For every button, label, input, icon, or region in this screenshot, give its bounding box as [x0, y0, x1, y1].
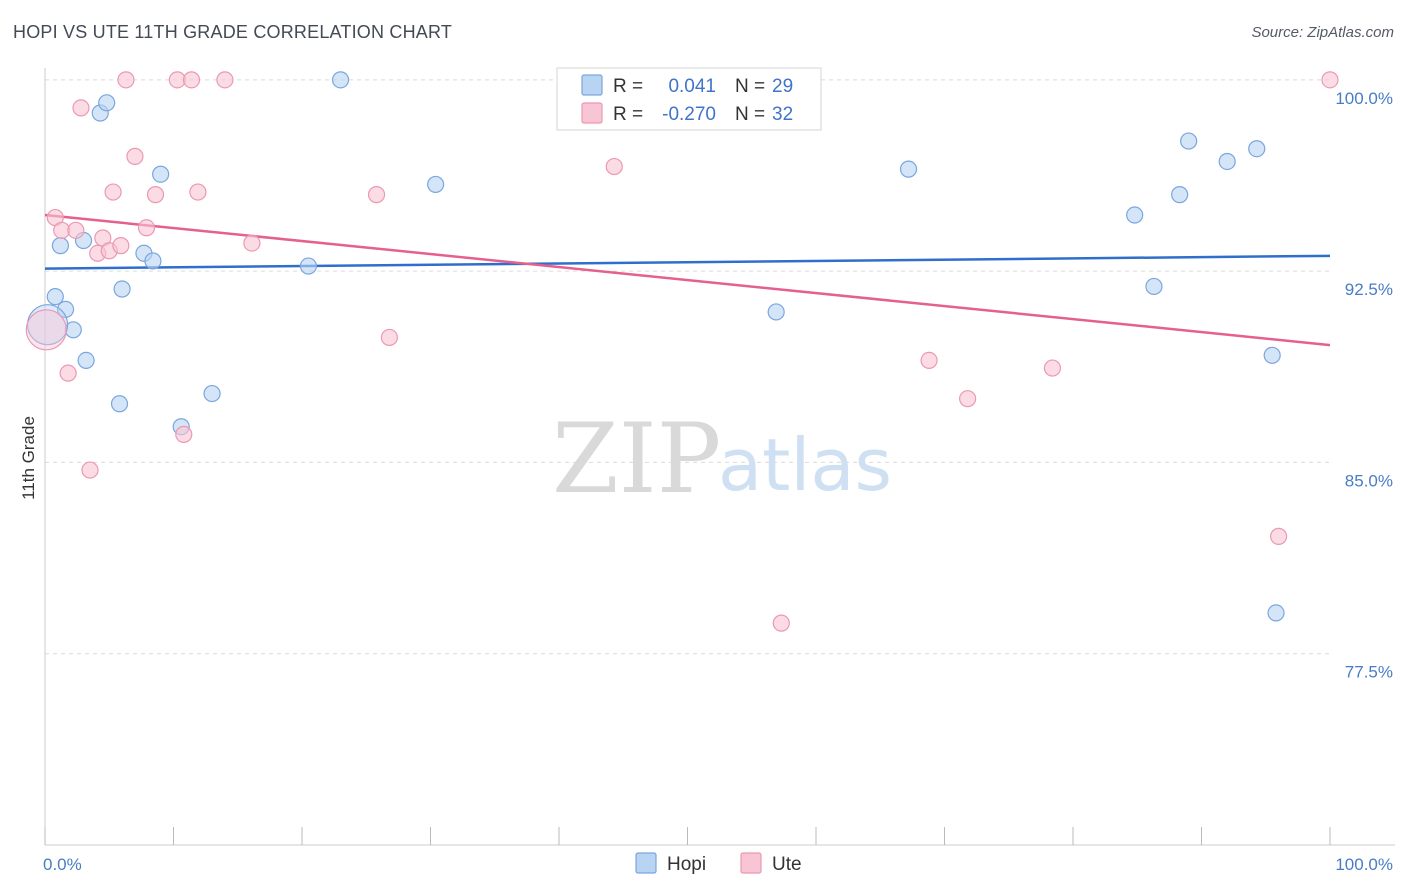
ute-point-16 — [175, 425, 193, 443]
legend-swatch-ute — [581, 102, 603, 124]
hopi-point-26 — [1263, 346, 1281, 364]
ute-point-13 — [137, 219, 156, 237]
bottom-legend-ute: Ute — [772, 854, 802, 875]
ute-point-21 — [367, 186, 386, 204]
hopi-point-15 — [299, 257, 318, 275]
source-label: Source: ZipAtlas.com — [1251, 24, 1394, 41]
axes — [44, 68, 1395, 846]
hopi-point-8 — [110, 395, 129, 413]
hopi-point-25 — [1248, 140, 1266, 158]
hopi-point-9 — [113, 280, 131, 298]
ute-point-9 — [104, 183, 122, 201]
hopi-point-1 — [51, 237, 70, 255]
hopi-point-21 — [1145, 277, 1163, 296]
ute-point-18 — [189, 183, 207, 201]
hopi-point-16 — [331, 71, 350, 89]
ute-point-2 — [59, 364, 77, 382]
hopi-point-19 — [899, 160, 918, 178]
hopi-point-5 — [77, 351, 95, 370]
legend-swatch-hopi — [581, 74, 603, 96]
y-tick-label-1: 85.0% — [1345, 471, 1393, 490]
ute-point-28 — [1043, 359, 1062, 377]
ute-point-3 — [67, 221, 85, 239]
legend-n-label-hopi: N = — [735, 76, 765, 97]
hopi-point-20 — [1126, 206, 1144, 224]
y-tick-label-3: 100.0% — [1335, 89, 1393, 108]
data-points — [25, 71, 1339, 632]
ute-point-11 — [117, 71, 135, 89]
ute-point-29 — [1269, 527, 1288, 545]
y-axis-label: 11th Grade — [19, 416, 38, 500]
trend-lines — [44, 213, 1331, 347]
bottom-legend-hopi: Hopi — [667, 854, 706, 875]
ute-point-5 — [81, 461, 99, 479]
chart-title: HOPI VS UTE 11TH GRADE CORRELATION CHART — [13, 22, 453, 42]
x-tick-label-0: 0.0% — [43, 855, 82, 874]
y-tick-label-2: 92.5% — [1345, 280, 1393, 299]
legend-box: R = 0.041 N = 29 R = -0.270 N = 32 — [556, 67, 822, 131]
ute-point-17 — [182, 71, 201, 89]
watermark: ZIP atlas — [552, 403, 892, 515]
legend-r-value-ute: -0.270 — [662, 104, 716, 125]
hopi-point-23 — [1180, 132, 1198, 150]
hopi-point-18 — [767, 303, 785, 321]
ute-point-20 — [243, 234, 261, 252]
watermark-atlas: atlas — [718, 423, 892, 507]
ute-point-12 — [126, 147, 144, 165]
hopi-point-28 — [26, 304, 69, 346]
bottom-legend: Hopi Ute — [635, 852, 802, 875]
x-tick-label-1: 100.0% — [1335, 855, 1393, 874]
legend-r-label-hopi: R = — [613, 76, 643, 97]
legend-r-label-ute: R = — [613, 104, 643, 125]
bottom-legend-swatch-ute — [740, 852, 762, 874]
ute-point-4 — [72, 99, 90, 117]
ute-point-14 — [146, 186, 165, 204]
legend-n-label-ute: N = — [735, 104, 765, 125]
ute-point-19 — [216, 71, 234, 89]
ute-point-23 — [605, 157, 623, 176]
ute-trend-line — [44, 213, 1331, 347]
legend-n-value-hopi: 29 — [772, 76, 793, 97]
hopi-point-14 — [203, 384, 221, 403]
hopi-point-27 — [1267, 604, 1285, 622]
ute-point-31 — [25, 309, 67, 351]
y-tick-label-0: 77.5% — [1345, 663, 1393, 682]
ute-point-27 — [959, 390, 977, 408]
hopi-point-12 — [152, 165, 170, 183]
ute-point-10 — [112, 237, 130, 255]
hopi-point-3 — [64, 321, 82, 339]
ute-point-26 — [920, 351, 938, 370]
hopi-point-7 — [98, 94, 116, 112]
ute-point-30 — [1321, 71, 1339, 89]
hopi-trend-line — [44, 254, 1331, 270]
bottom-legend-swatch-hopi — [635, 852, 657, 874]
legend-n-value-ute: 32 — [772, 104, 793, 125]
legend-r-value-hopi: 0.041 — [668, 76, 716, 97]
ute-point-22 — [380, 328, 398, 347]
hopi-point-0 — [46, 288, 64, 306]
ute-point-25 — [772, 614, 790, 632]
hopi-point-17 — [427, 175, 445, 194]
hopi-point-22 — [1171, 186, 1189, 204]
hopi-point-11 — [144, 252, 162, 270]
watermark-zip: ZIP — [552, 403, 721, 515]
hopi-point-2 — [56, 300, 75, 318]
hopi-point-24 — [1218, 152, 1236, 171]
gridlines — [45, 79, 1330, 655]
tick-labels: 77.5% 85.0% 92.5% 100.0% 0.0% 100.0% — [43, 89, 1393, 874]
